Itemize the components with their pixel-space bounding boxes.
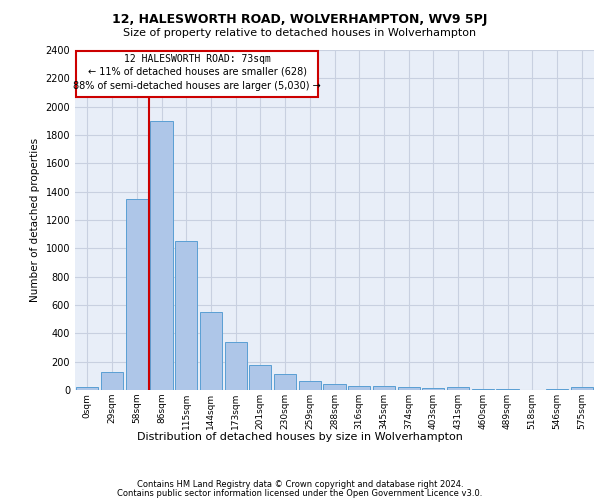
- Bar: [373, 386, 395, 390]
- Bar: [299, 381, 321, 390]
- Bar: [76, 387, 98, 390]
- Text: 12 HALESWORTH ROAD: 73sqm: 12 HALESWORTH ROAD: 73sqm: [124, 54, 271, 64]
- Bar: [274, 374, 296, 390]
- FancyBboxPatch shape: [76, 50, 319, 98]
- Text: 12, HALESWORTH ROAD, WOLVERHAMPTON, WV9 5PJ: 12, HALESWORTH ROAD, WOLVERHAMPTON, WV9 …: [112, 12, 488, 26]
- Bar: [447, 387, 469, 390]
- Bar: [571, 387, 593, 390]
- Text: 88% of semi-detached houses are larger (5,030) →: 88% of semi-detached houses are larger (…: [73, 81, 321, 91]
- Text: Distribution of detached houses by size in Wolverhampton: Distribution of detached houses by size …: [137, 432, 463, 442]
- Y-axis label: Number of detached properties: Number of detached properties: [30, 138, 40, 302]
- Text: ← 11% of detached houses are smaller (628): ← 11% of detached houses are smaller (62…: [88, 67, 307, 77]
- Text: Contains public sector information licensed under the Open Government Licence v3: Contains public sector information licen…: [118, 488, 482, 498]
- Bar: [348, 386, 370, 390]
- Bar: [175, 242, 197, 390]
- Bar: [224, 342, 247, 390]
- Text: Size of property relative to detached houses in Wolverhampton: Size of property relative to detached ho…: [124, 28, 476, 38]
- Bar: [249, 365, 271, 390]
- Bar: [422, 388, 445, 390]
- Bar: [398, 387, 420, 390]
- Bar: [323, 384, 346, 390]
- Bar: [125, 198, 148, 390]
- Bar: [151, 121, 173, 390]
- Bar: [200, 312, 222, 390]
- Bar: [101, 372, 123, 390]
- Text: Contains HM Land Registry data © Crown copyright and database right 2024.: Contains HM Land Registry data © Crown c…: [137, 480, 463, 489]
